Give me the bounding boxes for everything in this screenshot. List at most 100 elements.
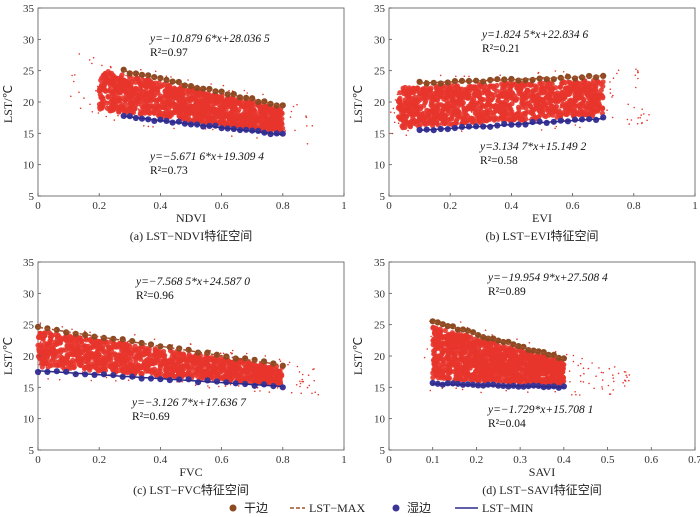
cloud-point bbox=[48, 363, 54, 369]
cloud-point bbox=[277, 110, 283, 116]
cloud-point bbox=[135, 96, 141, 102]
scatter-point bbox=[390, 111, 392, 113]
cloud-point bbox=[238, 374, 244, 380]
wet-fit-equation-c: y=−3.126 7*x+17.636 7 bbox=[131, 397, 247, 409]
cloud-point bbox=[274, 115, 281, 121]
scatter-point bbox=[287, 363, 289, 366]
cloud-point bbox=[592, 109, 598, 115]
caption-b: (b) LST−EVI特征空间 bbox=[485, 228, 598, 243]
wet-edge-point bbox=[529, 118, 536, 126]
cloud-point bbox=[481, 117, 487, 124]
scatter-point bbox=[579, 394, 581, 396]
cloud-point bbox=[397, 95, 403, 101]
scatter-point bbox=[600, 371, 603, 374]
scatter-point bbox=[392, 107, 395, 110]
cloud-point bbox=[454, 98, 460, 104]
cloud-point bbox=[530, 88, 536, 94]
cloud-point bbox=[108, 108, 114, 114]
cloud-point bbox=[128, 367, 135, 373]
cloud-point bbox=[519, 98, 525, 104]
scatter-point bbox=[426, 348, 429, 350]
cloud-point bbox=[453, 118, 459, 124]
dry-edge-point bbox=[279, 362, 286, 369]
scatter-point bbox=[105, 376, 108, 379]
cloud-point bbox=[408, 110, 414, 116]
cloud-point bbox=[120, 95, 126, 102]
scatter-point bbox=[405, 134, 408, 136]
scatter-point bbox=[152, 126, 154, 128]
scatter-point bbox=[609, 393, 612, 395]
scatter-point bbox=[289, 116, 292, 118]
cloud-point bbox=[509, 101, 515, 107]
scatter-point bbox=[565, 353, 568, 356]
cloud-point bbox=[218, 368, 224, 374]
x-tick-label: 0.6 bbox=[215, 454, 229, 466]
cloud-point bbox=[49, 357, 56, 363]
cloud-point bbox=[263, 103, 269, 110]
scatter-point bbox=[612, 389, 614, 391]
cloud-point bbox=[180, 370, 186, 376]
cloud-point bbox=[419, 111, 425, 117]
cloud-point bbox=[151, 360, 157, 366]
cloud-point bbox=[198, 117, 204, 123]
cloud-point bbox=[243, 369, 249, 375]
cloud-point bbox=[164, 101, 170, 107]
scatter-point bbox=[153, 338, 156, 341]
scatter-point bbox=[455, 75, 457, 78]
scatter-point bbox=[90, 379, 93, 382]
scatter-point bbox=[290, 391, 293, 394]
dry-fit-equation-b: y=1.824 5*x+22.834 6 bbox=[481, 29, 588, 41]
cloud-point bbox=[545, 100, 551, 106]
dry-edge-point bbox=[243, 94, 250, 101]
scatter-point bbox=[579, 126, 581, 129]
scatter-point bbox=[245, 352, 248, 355]
cloud-point bbox=[425, 111, 431, 117]
scatter-point bbox=[429, 389, 432, 392]
y-tick-label: 35 bbox=[374, 3, 386, 15]
dry-edge-point bbox=[206, 85, 213, 93]
cloud-point bbox=[539, 87, 545, 93]
cloud-point bbox=[180, 363, 186, 369]
x-tick-label: 0 bbox=[386, 200, 392, 212]
scatter-point bbox=[574, 124, 577, 126]
scatter-point bbox=[212, 128, 214, 131]
cloud-point bbox=[75, 357, 81, 363]
scatter-point bbox=[423, 356, 426, 359]
cloud-point bbox=[436, 102, 442, 108]
y-tick-label: 30 bbox=[374, 34, 386, 46]
scatter-point bbox=[311, 125, 314, 127]
cloud-point bbox=[226, 113, 232, 119]
cloud-point bbox=[148, 89, 154, 95]
cloud-point bbox=[445, 92, 451, 98]
cloud-point bbox=[244, 122, 250, 128]
scatter-point bbox=[641, 108, 643, 110]
scatter-point bbox=[312, 368, 314, 371]
dry-fit-equation-a: y=−10.879 6*x+28.036 5 bbox=[149, 33, 270, 45]
scatter-point bbox=[611, 116, 614, 119]
cloud-point bbox=[511, 113, 518, 119]
cloud-point bbox=[414, 88, 420, 94]
scatter-point bbox=[91, 111, 94, 113]
cloud-point bbox=[539, 97, 545, 103]
x-tick-label: 0.8 bbox=[276, 200, 290, 212]
cloud-point bbox=[234, 365, 240, 372]
cloud-point bbox=[264, 119, 270, 125]
cloud-point bbox=[145, 105, 151, 111]
cloud-point bbox=[86, 351, 92, 357]
cloud-point bbox=[518, 91, 524, 97]
caption-a: (a) LST−NDVI特征空间 bbox=[130, 228, 252, 243]
cloud-point bbox=[212, 369, 218, 375]
scatter-point bbox=[58, 378, 61, 381]
cloud-point bbox=[188, 110, 194, 116]
cloud-point bbox=[58, 349, 64, 355]
cloud-point bbox=[414, 111, 420, 117]
scatter-point bbox=[624, 380, 627, 382]
scatter-point bbox=[609, 81, 611, 83]
cloud-point bbox=[228, 366, 234, 372]
scatter-point bbox=[246, 92, 248, 94]
dry-fit-equation-c: y=−7.568 5*x+24.587 0 bbox=[135, 276, 250, 288]
y-tick-label: 35 bbox=[23, 3, 35, 15]
y-tick-label: 25 bbox=[23, 320, 35, 332]
